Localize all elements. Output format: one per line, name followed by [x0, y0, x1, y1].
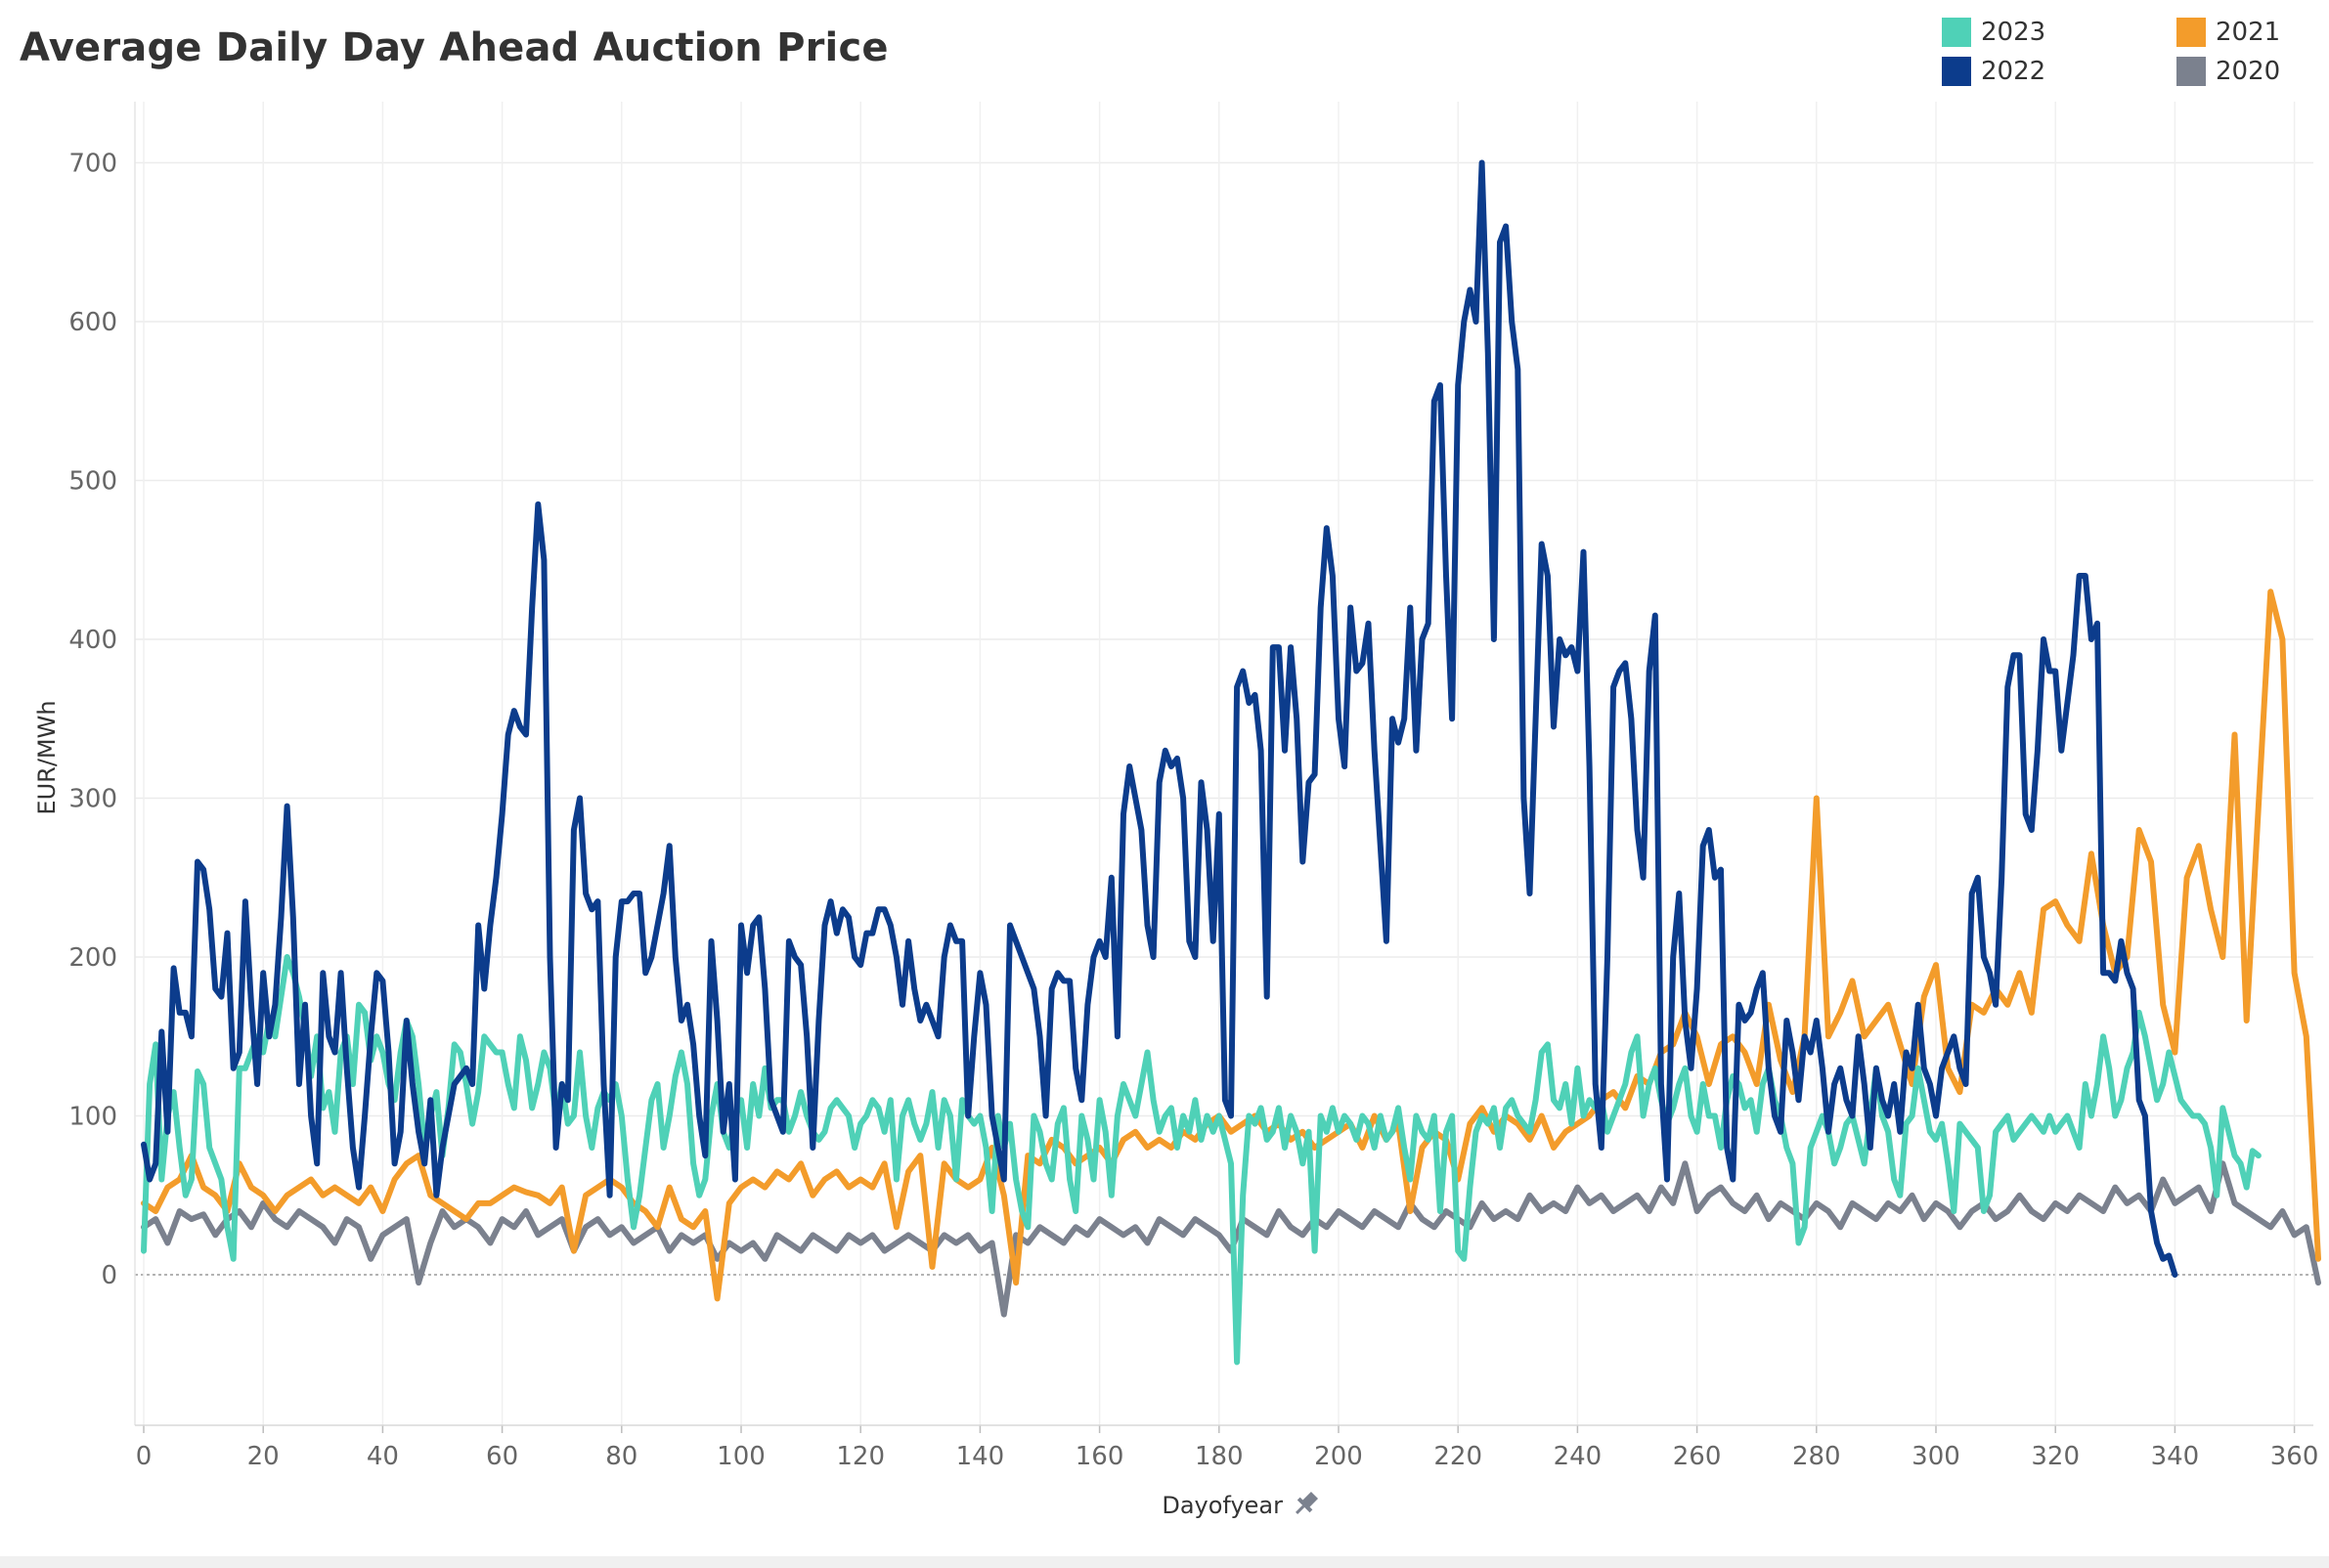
x-tick-label: 20 — [247, 1442, 280, 1471]
x-tick-label: 160 — [1076, 1442, 1124, 1471]
legend-swatch-2022 — [1942, 57, 1971, 86]
series-line-2022[interactable] — [141, 159, 2178, 1278]
x-tick-label: 320 — [2031, 1442, 2080, 1471]
legend-swatch-2023 — [1942, 18, 1971, 47]
y-tick-label: 0 — [101, 1261, 117, 1290]
series-layer — [141, 159, 2321, 1366]
footer-bar — [0, 1556, 2329, 1568]
x-axis: 0 20 40 60 80 100 120 140 160 180 200 220 240 260 280 3… — [135, 1424, 2319, 1471]
legend-swatch-2021 — [2176, 18, 2206, 47]
x-tick-label: 280 — [1792, 1442, 1841, 1471]
legend-label-2022: 2022 — [1981, 57, 2046, 86]
x-tick-label: 360 — [2270, 1442, 2319, 1471]
x-tick-label: 40 — [367, 1442, 399, 1471]
legend-label-2020: 2020 — [2216, 57, 2281, 86]
y-axis: 0 100 200 300 400 500 600 700 — [68, 102, 136, 1425]
x-tick-label: 120 — [836, 1442, 885, 1471]
legend: 2023 2022 2021 2020 — [1942, 14, 2313, 92]
y-axis-title: EUR/MWh — [33, 700, 61, 814]
grid — [135, 102, 2313, 1425]
series-line-2021[interactable] — [141, 588, 2321, 1302]
x-tick-label: 340 — [2151, 1442, 2200, 1471]
series-line-2023[interactable] — [141, 954, 2262, 1366]
y-tick-label: 200 — [68, 943, 117, 973]
x-tick-label: 300 — [1912, 1442, 1960, 1471]
x-tick-label: 260 — [1673, 1442, 1722, 1471]
y-tick-label: 100 — [68, 1103, 117, 1132]
legend-item-2020[interactable]: 2020 — [2176, 53, 2280, 90]
x-tick-label: 180 — [1195, 1442, 1244, 1471]
y-tick-label: 600 — [68, 308, 117, 337]
x-axis-title-group: Dayofyear — [1162, 1489, 1321, 1519]
x-tick-label: 80 — [605, 1442, 637, 1471]
pin-icon[interactable] — [1291, 1489, 1321, 1519]
legend-item-2023[interactable]: 2023 — [1942, 14, 2045, 51]
y-tick-label: 500 — [68, 467, 117, 497]
chart-title: Average Daily Day Ahead Auction Price — [20, 25, 889, 70]
x-tick-label: 100 — [717, 1442, 766, 1471]
x-tick-label: 0 — [136, 1442, 153, 1471]
x-tick-label: 200 — [1314, 1442, 1363, 1471]
legend-label-2023: 2023 — [1981, 18, 2046, 47]
legend-item-2022[interactable]: 2022 — [1942, 53, 2045, 90]
legend-swatch-2020 — [2176, 57, 2206, 86]
y-tick-label: 400 — [68, 626, 117, 655]
y-tick-label: 300 — [68, 785, 117, 814]
x-tick-label: 240 — [1554, 1442, 1603, 1471]
legend-label-2021: 2021 — [2216, 18, 2281, 47]
legend-item-2021[interactable]: 2021 — [2176, 14, 2280, 51]
x-axis-title: Dayofyear — [1162, 1492, 1283, 1519]
x-tick-label: 60 — [486, 1442, 518, 1471]
x-tick-label: 220 — [1433, 1442, 1482, 1471]
x-tick-label: 140 — [956, 1442, 1005, 1471]
y-tick-label: 700 — [68, 150, 117, 179]
